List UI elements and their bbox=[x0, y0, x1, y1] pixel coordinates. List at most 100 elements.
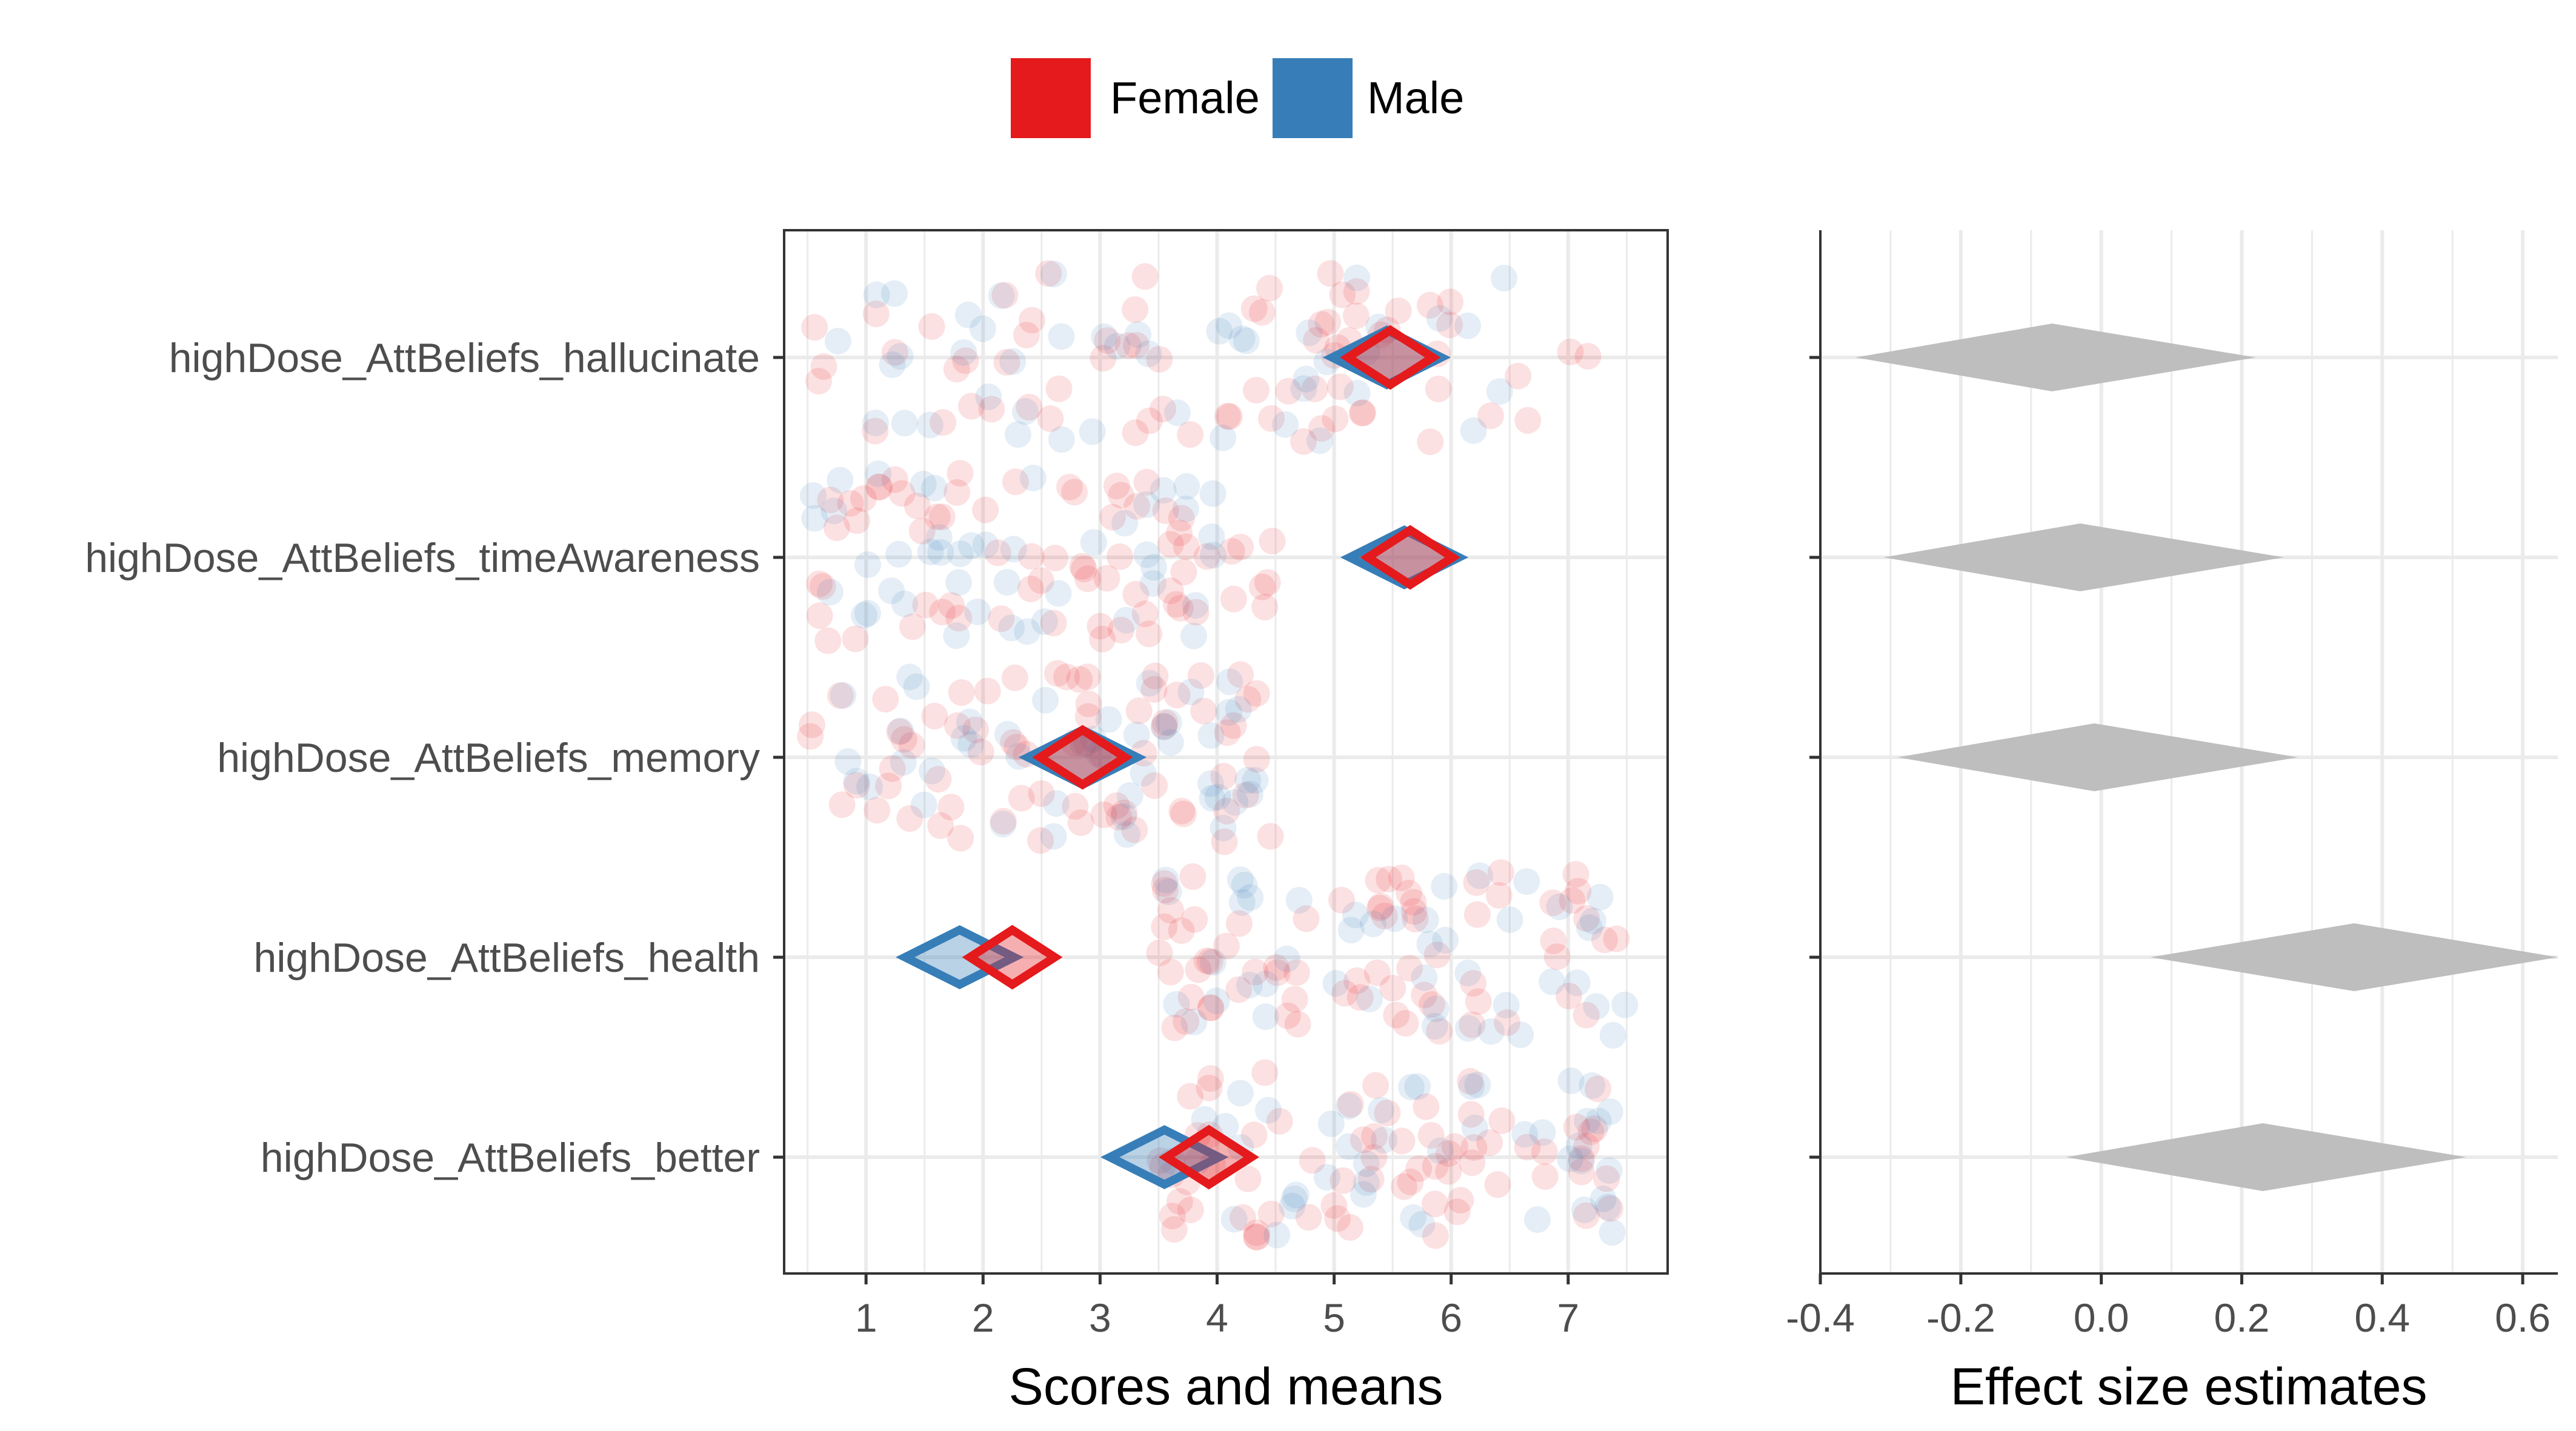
data-point-female bbox=[1284, 1011, 1311, 1038]
data-point-female bbox=[1257, 823, 1284, 850]
data-point-male bbox=[1412, 906, 1439, 934]
data-point-female bbox=[947, 825, 974, 852]
data-point-female bbox=[1585, 1075, 1612, 1103]
data-point-male bbox=[1236, 971, 1263, 998]
x-tick-label: 5 bbox=[1323, 1295, 1345, 1340]
data-point-female bbox=[1105, 804, 1133, 831]
data-point-female bbox=[1413, 1093, 1440, 1120]
data-point-male bbox=[843, 768, 870, 795]
x-tick-label: 0.0 bbox=[2074, 1295, 2129, 1340]
data-point-female bbox=[1027, 827, 1054, 854]
data-point-male bbox=[1461, 1114, 1488, 1141]
data-point-female bbox=[1251, 1059, 1279, 1086]
data-point-female bbox=[1214, 403, 1241, 430]
data-point-male bbox=[1233, 327, 1260, 354]
data-point-female bbox=[1185, 956, 1212, 983]
data-point-male bbox=[1596, 1098, 1623, 1125]
data-point-male bbox=[1014, 618, 1041, 645]
legend-key-male bbox=[1273, 58, 1353, 138]
data-point-female bbox=[943, 356, 970, 383]
data-point-female bbox=[850, 485, 877, 512]
data-point-female bbox=[1157, 897, 1184, 924]
data-point-female bbox=[1013, 322, 1040, 349]
data-point-female bbox=[1121, 816, 1148, 843]
data-point-female bbox=[1417, 1122, 1445, 1149]
data-point-female bbox=[1152, 497, 1179, 525]
data-point-female bbox=[1090, 345, 1117, 372]
data-point-female bbox=[1324, 1205, 1351, 1232]
data-point-female bbox=[1402, 905, 1429, 932]
data-point-male bbox=[1524, 1206, 1551, 1233]
data-point-female bbox=[1242, 958, 1269, 986]
data-point-female bbox=[1216, 403, 1243, 430]
data-point-female bbox=[1371, 903, 1398, 929]
data-point-male bbox=[850, 602, 877, 629]
data-point-male bbox=[1172, 496, 1199, 522]
data-point-male bbox=[1337, 917, 1365, 944]
data-point-female bbox=[1443, 1198, 1471, 1226]
data-point-female bbox=[1343, 967, 1371, 994]
data-point-male bbox=[1279, 1192, 1306, 1220]
data-point-male bbox=[1040, 261, 1067, 288]
data-point-female bbox=[1565, 878, 1592, 905]
data-point-female bbox=[1329, 281, 1356, 308]
left-panel: highDose_AttBeliefs_hallucinate highDose_… bbox=[85, 229, 1669, 1416]
data-point-female bbox=[1308, 415, 1335, 442]
data-point-female bbox=[1168, 797, 1196, 825]
data-point-male bbox=[1197, 770, 1224, 797]
data-point-female bbox=[1087, 613, 1114, 640]
data-point-female bbox=[1422, 1222, 1449, 1249]
data-point-female bbox=[1290, 428, 1317, 455]
data-point-female bbox=[1365, 867, 1392, 894]
data-point-male bbox=[1133, 541, 1160, 568]
data-point-male bbox=[1005, 743, 1033, 770]
data-point-female bbox=[1150, 396, 1176, 423]
data-point-male bbox=[1225, 696, 1252, 723]
data-point-female bbox=[1568, 1145, 1595, 1172]
data-point-female bbox=[837, 490, 864, 517]
data-point-male bbox=[856, 773, 884, 800]
data-point-female bbox=[938, 592, 965, 619]
data-point-male bbox=[1228, 325, 1256, 353]
data-point-female bbox=[1330, 1167, 1357, 1194]
left-panel-means bbox=[896, 325, 1469, 1190]
data-point-female bbox=[1157, 958, 1184, 986]
legend-label-male: Male bbox=[1367, 73, 1464, 123]
data-point-female bbox=[925, 766, 952, 793]
data-point-male bbox=[1103, 333, 1131, 360]
data-point-male bbox=[956, 708, 983, 735]
data-point-female bbox=[1042, 545, 1069, 572]
data-point-female bbox=[842, 625, 869, 652]
data-point-female bbox=[1573, 905, 1600, 932]
data-point-male bbox=[863, 281, 890, 308]
data-point-female bbox=[1435, 1158, 1462, 1185]
data-point-male bbox=[1045, 580, 1072, 607]
data-point-female bbox=[1362, 1072, 1390, 1099]
data-point-female bbox=[1581, 1115, 1608, 1142]
data-point-female bbox=[1577, 1118, 1605, 1146]
data-point-male bbox=[1322, 970, 1350, 997]
data-point-female bbox=[1161, 1014, 1188, 1041]
data-point-male bbox=[954, 301, 982, 328]
data-point-female bbox=[1141, 772, 1168, 799]
data-point-male bbox=[927, 539, 954, 566]
data-point-male bbox=[1157, 729, 1184, 756]
data-point-female bbox=[1177, 1197, 1204, 1224]
data-point-female bbox=[1363, 959, 1391, 986]
data-point-male bbox=[1199, 480, 1226, 507]
data-point-female bbox=[806, 570, 833, 597]
data-point-female bbox=[1326, 373, 1354, 400]
data-point-female bbox=[988, 605, 1015, 632]
data-point-female bbox=[1573, 1001, 1600, 1029]
data-point-male bbox=[1290, 375, 1317, 402]
data-point-male bbox=[1571, 1197, 1598, 1223]
data-point-male bbox=[1204, 783, 1231, 811]
data-point-male bbox=[947, 540, 974, 568]
data-point-male bbox=[1177, 679, 1205, 706]
data-point-male bbox=[1031, 608, 1058, 636]
data-point-male bbox=[799, 482, 827, 509]
data-point-female bbox=[1274, 1002, 1301, 1029]
data-point-female bbox=[890, 726, 917, 753]
data-point-female bbox=[1423, 941, 1451, 969]
data-point-male bbox=[920, 474, 948, 502]
